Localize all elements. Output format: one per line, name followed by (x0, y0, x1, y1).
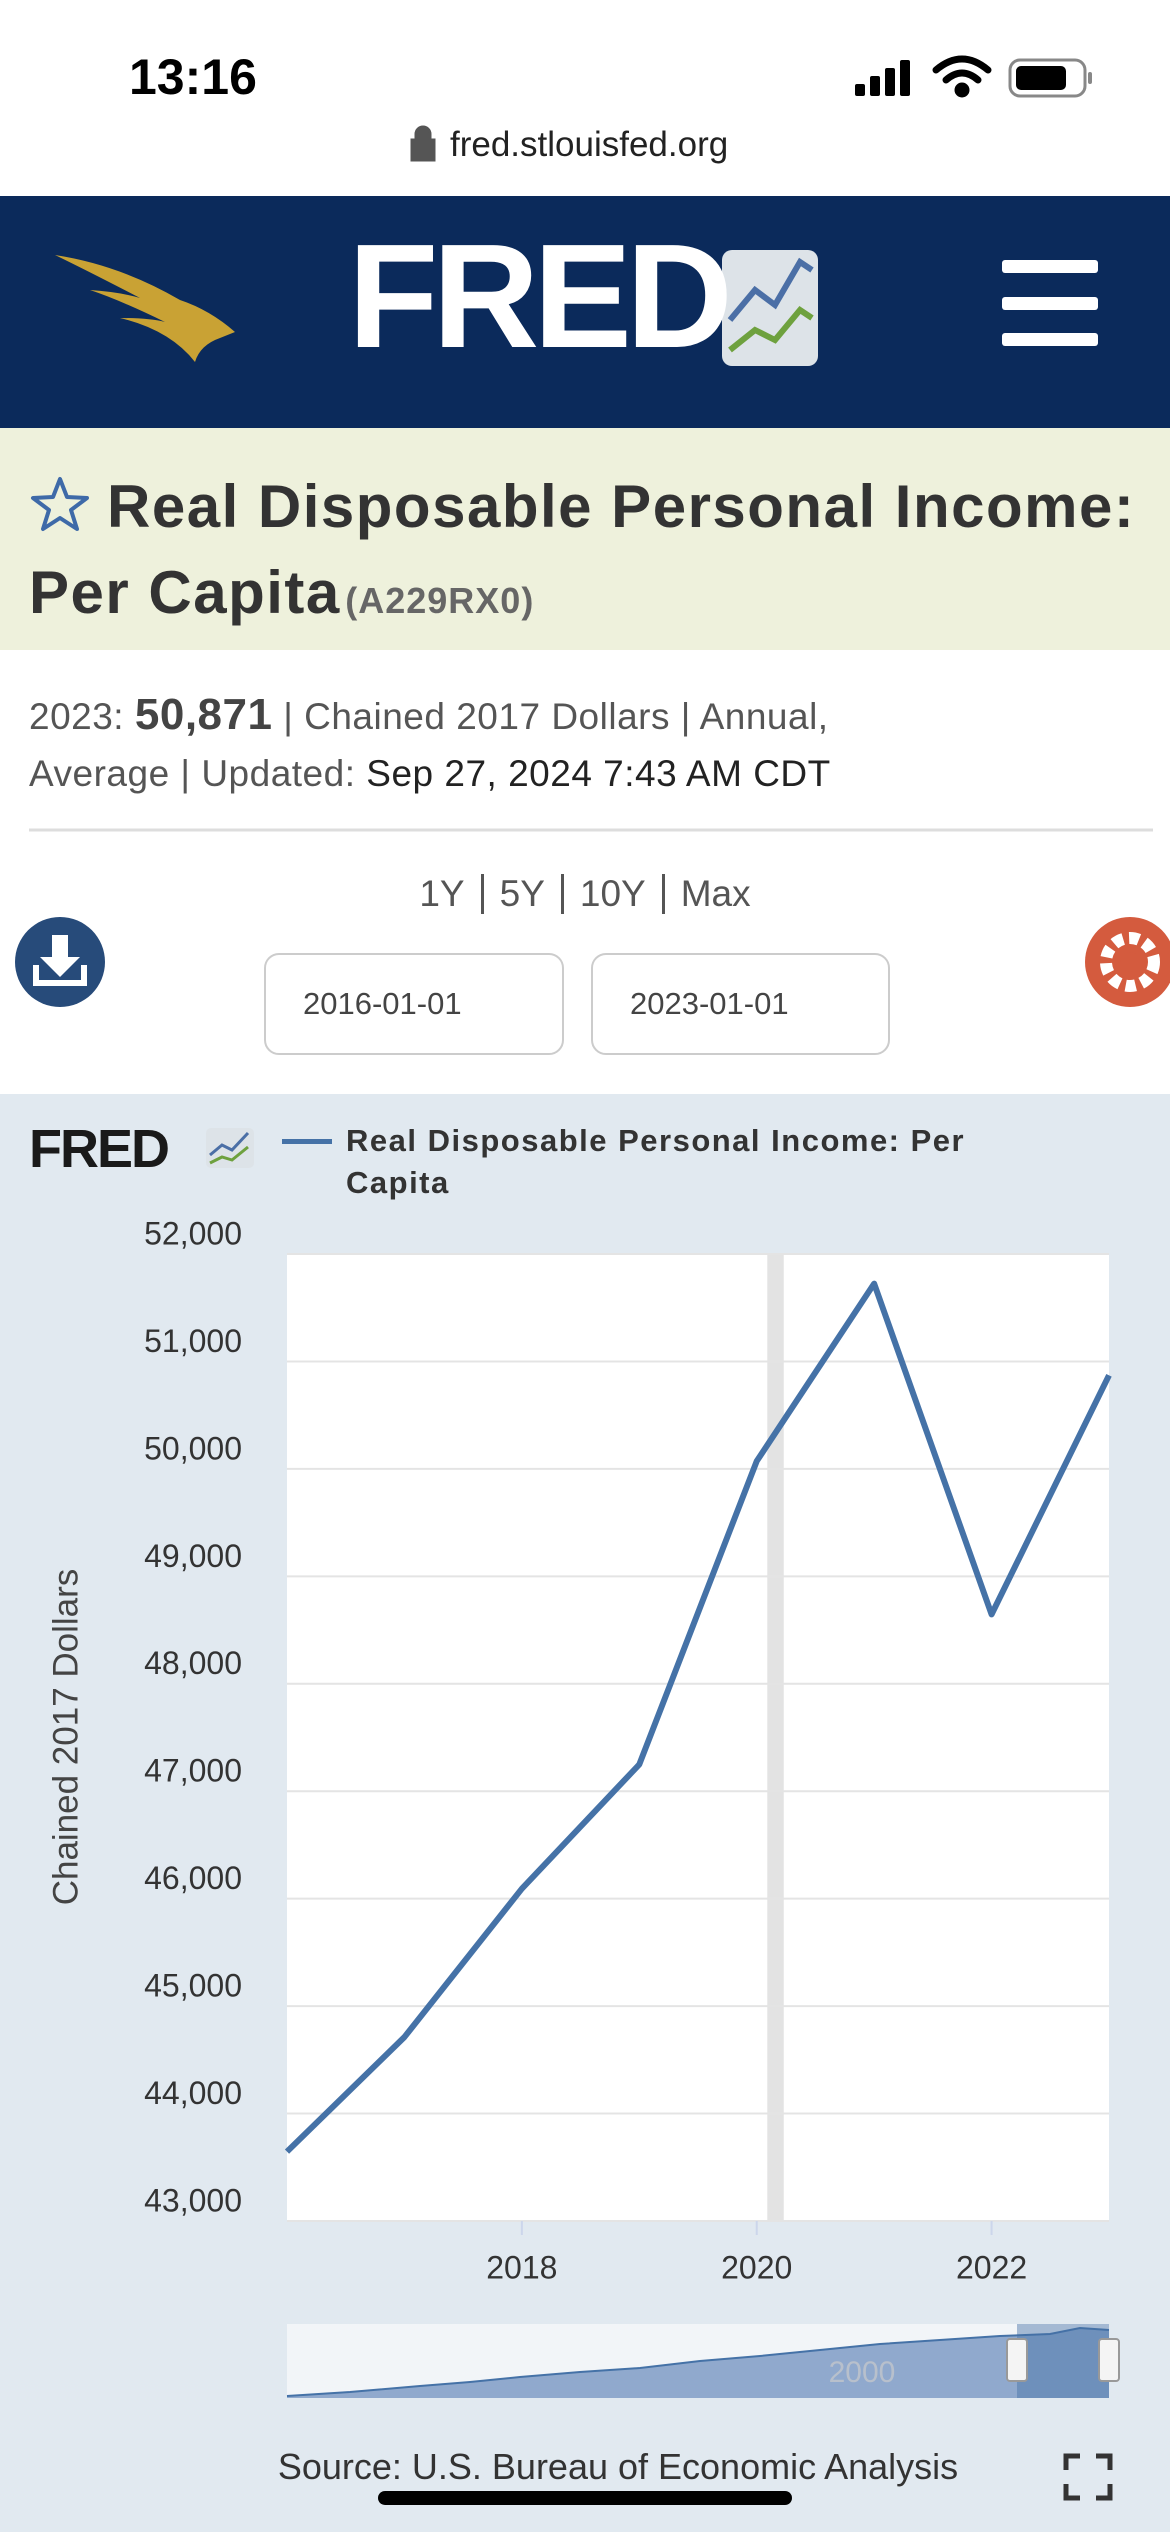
end-date-input[interactable] (591, 953, 890, 1055)
x-tick-label: 2022 (956, 2249, 1027, 2285)
home-indicator (378, 2491, 792, 2505)
data-line (284, 1280, 1112, 2154)
updated-date: Sep 27, 2024 7:43 AM CDT (366, 753, 831, 794)
start-date-input[interactable] (264, 953, 564, 1055)
series-title-block: Real Disposable Personal Income: Per Cap… (29, 472, 1149, 644)
y-tick-label: 51,000 (144, 1323, 242, 1359)
settings-button[interactable] (1085, 917, 1170, 1007)
range-button[interactable]: 5Y (480, 874, 561, 914)
y-tick-label: 44,000 (144, 2075, 242, 2111)
header-logo[interactable]: FRED (348, 214, 733, 379)
logo-chart-icon (722, 250, 818, 366)
y-tick-label: 50,000 (144, 1430, 242, 1466)
wifi-icon (932, 55, 992, 98)
latest-value: 50,871 (134, 690, 273, 739)
signal-icon (855, 60, 910, 96)
series-meta: 2023: 50,871 | Chained 2017 Dollars | An… (29, 686, 969, 802)
x-tick-label: 2018 (486, 2249, 557, 2285)
latest-label: 2023: (29, 696, 125, 737)
range-button[interactable]: 10Y (560, 874, 662, 914)
eagle-logo[interactable] (55, 255, 235, 362)
title-band (0, 428, 1170, 650)
navigator[interactable] (286, 2324, 1120, 2398)
legend: Real Disposable Personal Income: Per Cap… (282, 1120, 1026, 1204)
menu-button[interactable] (1002, 260, 1098, 346)
x-tick-label: 2020 (721, 2249, 792, 2285)
navigator-label: 2000 (829, 2356, 896, 2389)
chart-logo: FRED (29, 1119, 170, 1179)
url[interactable]: fred.stlouisfed.org (450, 125, 729, 164)
download-button[interactable] (15, 917, 105, 1007)
y-tick-label: 52,000 (144, 1215, 242, 1251)
fullscreen-button[interactable] (1063, 2453, 1113, 2501)
y-tick-label: 48,000 (144, 1645, 242, 1681)
series-title: Real Disposable Personal Income: Per Cap… (29, 473, 1136, 626)
lock-icon (410, 125, 436, 162)
y-tick-label: 49,000 (144, 1538, 242, 1574)
legend-swatch (282, 1139, 332, 1144)
series-details: | Chained 2017 Dollars | Annual, Average… (29, 696, 829, 794)
plot-area (287, 1254, 1109, 2221)
y-tick-label: 43,000 (144, 2182, 242, 2218)
y-axis-title: Chained 2017 Dollars (46, 1569, 85, 1906)
range-buttons: 1Y 5Y 10Y Max (0, 874, 1170, 914)
y-tick-label: 47,000 (144, 1753, 242, 1789)
battery-icon (1008, 58, 1092, 98)
chart-logo-icon (206, 1128, 254, 1168)
legend-label[interactable]: Real Disposable Personal Income: Per Cap… (346, 1123, 966, 1200)
y-tick-label: 46,000 (144, 1860, 242, 1896)
status-time: 13:16 (129, 49, 257, 105)
series-id: (A229RX0) (345, 580, 535, 621)
range-button[interactable]: 1Y (419, 873, 465, 914)
range-button[interactable]: Max (661, 874, 767, 914)
source: Source: U.S. Bureau of Economic Analysis (277, 2446, 959, 2487)
y-tick-label: 45,000 (144, 1968, 242, 2004)
favorite-star[interactable] (29, 475, 91, 533)
recession-band (767, 1254, 784, 2221)
start-date[interactable]: 2016-01-01 (303, 986, 462, 1021)
end-date[interactable]: 2023-01-01 (630, 986, 789, 1021)
